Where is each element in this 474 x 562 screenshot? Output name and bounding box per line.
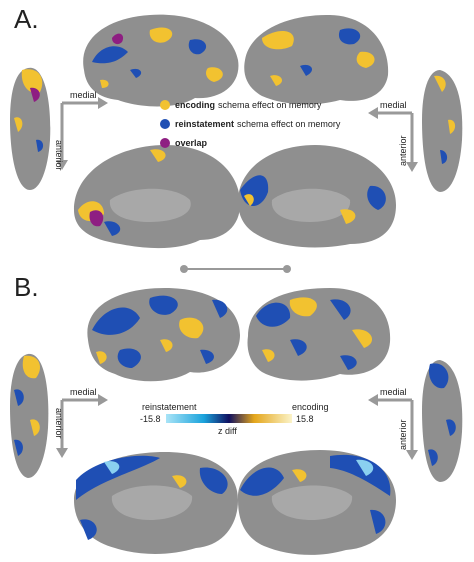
overlap-swatch xyxy=(160,138,170,148)
legend-item-encoding: encoding schema effect on memory xyxy=(160,100,321,110)
legend-encoding-bold: encoding xyxy=(175,100,215,110)
legend-reinstatement-bold: reinstatement xyxy=(175,119,235,129)
legend-encoding-text: schema effect on memory xyxy=(218,100,322,110)
legend-item-reinstatement: reinstatement schema effect on memory xyxy=(160,119,340,129)
medial-label-b-left: medial xyxy=(70,387,97,397)
colorbar-axis-label: z diff xyxy=(218,426,237,436)
reinstatement-swatch xyxy=(160,119,170,129)
colorbar-left-label: reinstatement xyxy=(142,402,197,412)
legend-reinstatement-text: schema effect on memory xyxy=(237,119,341,129)
medial-label-a-left: medial xyxy=(70,90,97,100)
legend-overlap-bold: overlap xyxy=(175,138,208,148)
legend-item-overlap: overlap xyxy=(160,138,210,148)
colorbar-min: -15.8 xyxy=(140,414,161,424)
medial-label-a-right: medial xyxy=(380,100,407,110)
panel-b-label: B. xyxy=(14,272,39,302)
colorbar-right-label: encoding xyxy=(292,402,329,412)
colorbar-max: 15.8 xyxy=(296,414,314,424)
encoding-swatch xyxy=(160,100,170,110)
panel-a-label: A. xyxy=(14,4,39,34)
medial-label-b-right: medial xyxy=(380,387,407,397)
